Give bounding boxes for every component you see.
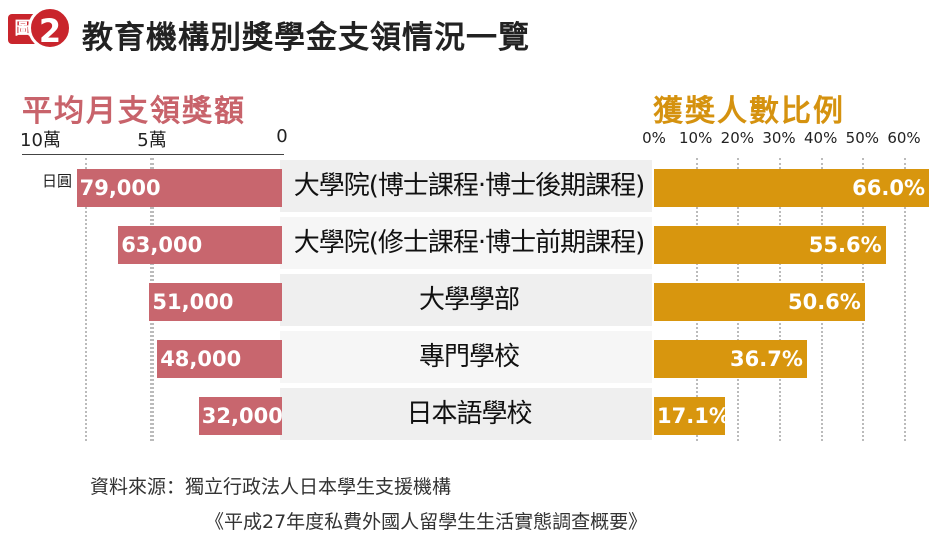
figure-badge: 圖 2 (8, 6, 72, 56)
left-bar (76, 169, 282, 207)
category-stripe (280, 160, 652, 212)
left-axis-tick: 10萬 (20, 130, 61, 151)
right-bar-value-label: 36.7% (730, 347, 803, 371)
category-label: 日本語學校 (406, 399, 532, 429)
chart-title: 教育機構別獎學金支領情況一覽 (82, 20, 530, 56)
right-axis-tick: 20% (720, 129, 754, 147)
category-label: 大學院(修士課程‧博士前期課程) (293, 228, 646, 258)
right-axis-tick: 40% (803, 129, 838, 147)
left-unit-label: 日圓 (42, 172, 73, 190)
category-label: 專門學校 (418, 342, 520, 372)
left-bar (118, 226, 282, 264)
category-stripe (280, 217, 652, 269)
right-axis-tick: 0% (642, 129, 666, 147)
right-bar-value-label: 66.0% (852, 176, 925, 200)
left-bar (198, 397, 282, 435)
right-bar (654, 169, 929, 207)
right-bar (654, 283, 865, 321)
left-axis-tick: 5萬 (137, 130, 167, 151)
left-bar-value-label: 63,000 (121, 233, 203, 257)
left-bar-value-label: 51,000 (152, 290, 234, 314)
source-line-2: 《平成27年度私費外國人留學生生活實態調查概要》 (205, 511, 648, 533)
left-axis-tick: 0 (276, 126, 288, 147)
category-stripe (280, 274, 652, 326)
right-bar-value-label: 55.6% (808, 233, 882, 257)
right-bar-value-label: 17.1% (657, 404, 730, 428)
right-chart-title: 獲獎人數比例 (653, 94, 845, 129)
category-label: 大學院(博士課程‧博士後期課程) (293, 171, 646, 201)
right-bar-value-label: 50.6% (787, 290, 861, 314)
left-bar-value-label: 32,000 (201, 404, 283, 428)
right-axis-tick: 30% (762, 129, 796, 147)
right-axis-tick: 60% (887, 129, 921, 147)
category-stripe (280, 388, 652, 440)
figure-number: 2 (28, 6, 72, 50)
right-bar (654, 340, 807, 378)
source-line-1: 資料來源：獨立行政法人日本學生支援機構 (90, 476, 452, 498)
left-bar (157, 340, 282, 378)
category-label: 大學學部 (418, 285, 520, 315)
right-bar (654, 226, 886, 264)
left-bar-value-label: 79,000 (79, 176, 161, 200)
right-axis-tick: 10% (678, 129, 713, 147)
left-bar (149, 283, 282, 321)
left-gridline (85, 158, 87, 441)
right-gridline (904, 158, 906, 441)
right-bar (654, 397, 726, 435)
left-bar-value-label: 48,000 (160, 347, 242, 371)
left-chart-title: 平均月支領獎額 (22, 94, 246, 129)
right-axis-tick: 50% (845, 129, 879, 147)
left-axis-line (22, 154, 284, 155)
category-stripe (280, 331, 652, 383)
